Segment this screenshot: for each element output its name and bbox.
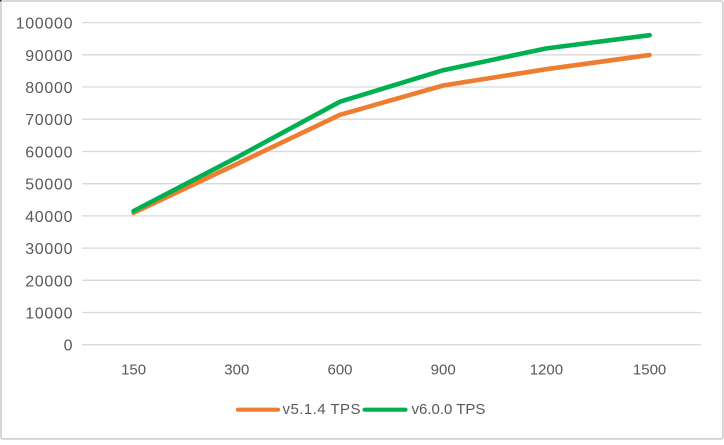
svg-text:150: 150 xyxy=(121,361,146,378)
svg-text:v6.0.0 TPS: v6.0.0 TPS xyxy=(412,401,486,418)
svg-text:10000: 10000 xyxy=(25,306,73,323)
svg-text:900: 900 xyxy=(431,361,456,378)
svg-text:1200: 1200 xyxy=(530,361,563,378)
svg-text:20000: 20000 xyxy=(25,273,73,290)
svg-text:600: 600 xyxy=(327,361,352,378)
svg-text:0: 0 xyxy=(64,338,74,355)
svg-text:60000: 60000 xyxy=(25,145,73,162)
svg-text:70000: 70000 xyxy=(25,112,73,129)
svg-text:v5.1.4 TPS: v5.1.4 TPS xyxy=(283,401,361,418)
svg-text:30000: 30000 xyxy=(25,241,73,258)
svg-text:50000: 50000 xyxy=(25,177,73,194)
svg-text:80000: 80000 xyxy=(25,80,73,97)
svg-text:100000: 100000 xyxy=(16,16,74,33)
svg-text:300: 300 xyxy=(224,361,249,378)
svg-text:1500: 1500 xyxy=(633,361,666,378)
svg-text:40000: 40000 xyxy=(25,209,73,226)
svg-text:90000: 90000 xyxy=(25,48,73,65)
